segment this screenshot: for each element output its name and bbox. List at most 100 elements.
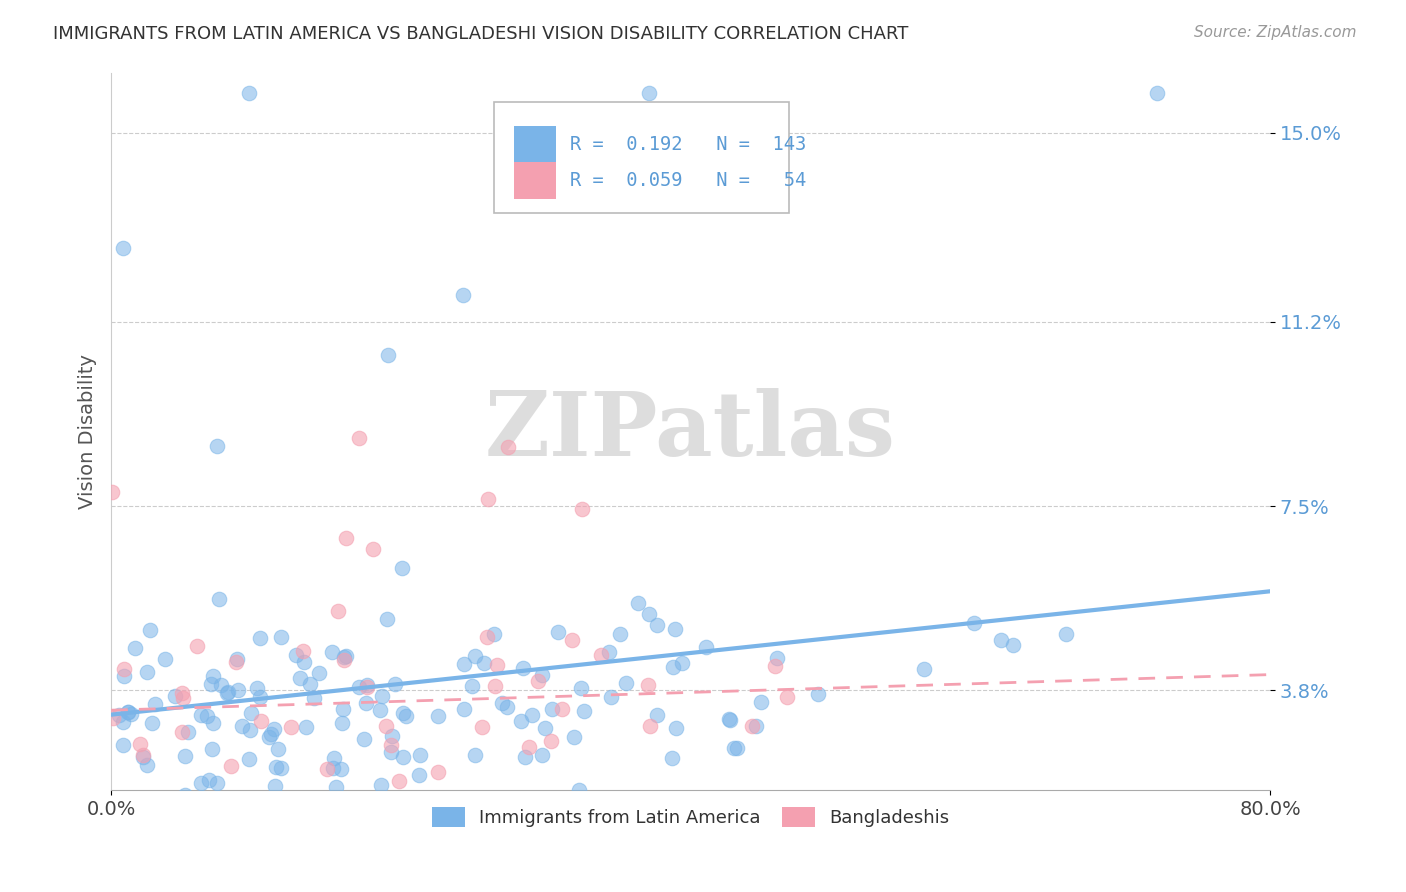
Point	[912, 662, 935, 676]
Point	[321, 644, 343, 658]
Point	[963, 616, 986, 631]
FancyBboxPatch shape	[494, 102, 789, 213]
Point	[482, 627, 505, 641]
Point	[453, 657, 475, 672]
Point	[332, 701, 354, 715]
Point	[388, 773, 411, 788]
Point	[380, 745, 402, 759]
Point	[333, 650, 356, 665]
Point	[627, 596, 650, 610]
Point	[170, 686, 193, 700]
Point	[295, 720, 318, 734]
Point	[190, 708, 212, 723]
Point	[695, 640, 717, 654]
Point	[572, 704, 595, 718]
Point	[645, 707, 668, 722]
Point	[453, 702, 475, 716]
Point	[335, 648, 357, 663]
Point	[464, 747, 486, 762]
Point	[195, 709, 218, 723]
Point	[112, 662, 135, 676]
Point	[645, 617, 668, 632]
Point	[177, 725, 200, 739]
Point	[395, 709, 418, 723]
Point	[316, 762, 339, 776]
Point	[263, 723, 285, 737]
Point	[330, 762, 353, 776]
Point	[527, 673, 550, 688]
Point	[312, 839, 335, 854]
Point	[591, 648, 613, 662]
Point	[474, 806, 496, 821]
Point	[186, 639, 208, 653]
Point	[391, 561, 413, 575]
Point	[299, 677, 322, 691]
Point	[384, 677, 406, 691]
Point	[226, 652, 249, 666]
Point	[179, 808, 201, 822]
Point	[530, 747, 553, 762]
Point	[598, 645, 620, 659]
Point	[231, 719, 253, 733]
Point	[496, 699, 519, 714]
Point	[228, 808, 250, 822]
Point	[471, 720, 494, 734]
Point	[111, 714, 134, 729]
Point	[205, 439, 228, 453]
Point	[333, 653, 356, 667]
Point	[990, 632, 1012, 647]
Point	[1054, 627, 1077, 641]
Point	[637, 86, 659, 100]
Point	[671, 657, 693, 671]
Point	[370, 778, 392, 792]
Point	[238, 86, 260, 100]
Point	[426, 709, 449, 723]
Point	[776, 690, 799, 704]
Point	[540, 734, 562, 748]
Point	[172, 690, 194, 705]
Point	[174, 748, 197, 763]
Point	[117, 706, 139, 720]
Point	[356, 680, 378, 694]
Text: R =  0.192   N =  143: R = 0.192 N = 143	[569, 136, 806, 154]
Point	[304, 691, 326, 706]
Point	[744, 719, 766, 733]
Point	[249, 631, 271, 645]
Point	[238, 752, 260, 766]
Point	[391, 706, 413, 720]
Point	[270, 761, 292, 775]
Point	[190, 776, 212, 790]
Point	[517, 739, 540, 754]
Point	[485, 819, 508, 833]
Point	[491, 696, 513, 710]
Point	[354, 696, 377, 710]
Point	[267, 742, 290, 756]
Point	[141, 715, 163, 730]
Point	[226, 682, 249, 697]
Point	[741, 719, 763, 733]
Point	[569, 681, 592, 696]
Point	[136, 665, 159, 679]
Point	[124, 641, 146, 656]
Point	[101, 711, 124, 725]
Y-axis label: Vision Disability: Vision Disability	[79, 354, 97, 509]
Point	[546, 822, 568, 836]
Point	[637, 678, 659, 692]
Point	[368, 703, 391, 717]
Point	[290, 672, 312, 686]
Point	[530, 668, 553, 682]
Point	[291, 643, 314, 657]
Point	[353, 732, 375, 747]
Text: Source: ZipAtlas.com: Source: ZipAtlas.com	[1194, 25, 1357, 40]
Point	[717, 712, 740, 726]
Point	[638, 719, 661, 733]
Point	[308, 665, 330, 680]
Point	[264, 779, 287, 793]
Point	[723, 741, 745, 756]
Point	[1001, 638, 1024, 652]
Point	[217, 685, 239, 699]
Point	[325, 780, 347, 794]
Point	[749, 695, 772, 709]
Point	[408, 768, 430, 782]
Point	[335, 531, 357, 545]
